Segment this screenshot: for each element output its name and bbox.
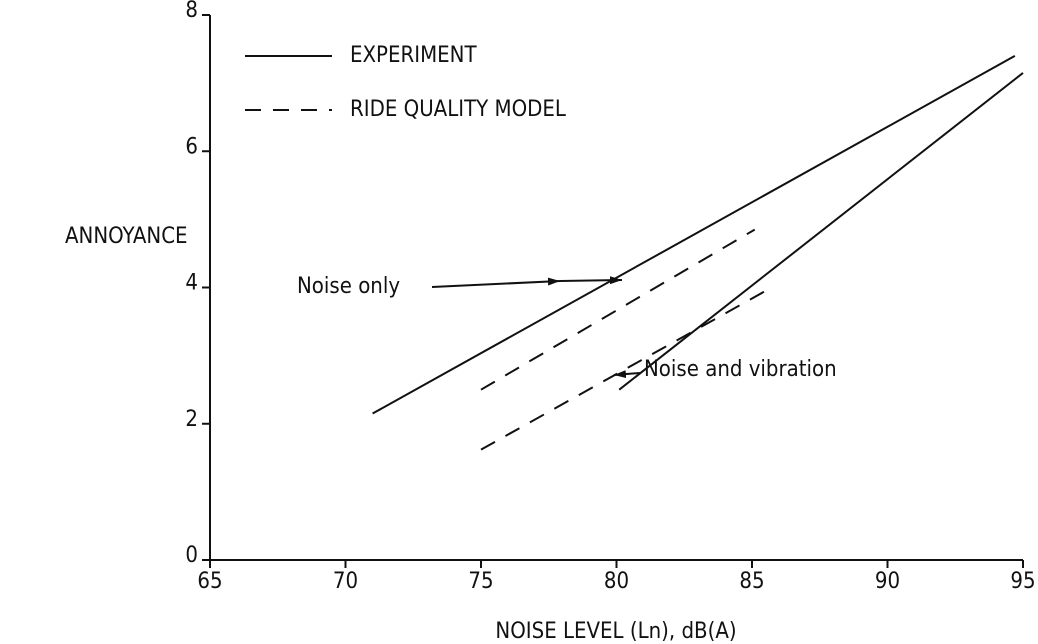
y-tick-label: 0 bbox=[185, 543, 198, 568]
x-tick-label: 70 bbox=[333, 569, 358, 594]
x-tick-label: 65 bbox=[197, 569, 222, 594]
y-tick-label: 2 bbox=[185, 407, 198, 432]
y-tick-label: 8 bbox=[185, 0, 198, 23]
annotation: Noise and vibration bbox=[644, 357, 837, 382]
x-tick-label: 75 bbox=[468, 569, 493, 594]
series-line bbox=[480, 228, 756, 391]
x-tick-label: 80 bbox=[604, 569, 629, 594]
arrow bbox=[613, 370, 641, 379]
legend-label: RIDE QUALITY MODEL bbox=[350, 97, 566, 122]
x-tick-label: 95 bbox=[1010, 569, 1035, 594]
legend-label: EXPERIMENT bbox=[350, 43, 477, 68]
x-tick-label: 85 bbox=[739, 569, 764, 594]
y-tick-label: 4 bbox=[185, 271, 198, 296]
annotation-noise-vibration: Noise and vibration bbox=[613, 357, 837, 382]
annotation-noise-only: Noise only bbox=[297, 274, 623, 299]
y-tick-label: 6 bbox=[185, 134, 198, 159]
annotation: Noise only bbox=[297, 274, 400, 299]
series-line bbox=[618, 72, 1024, 391]
y-axis-label: ANNOYANCE bbox=[65, 224, 188, 249]
series-line bbox=[372, 55, 1016, 415]
x-axis-label: NOISE LEVEL (Ln), dB(A) bbox=[495, 619, 736, 644]
x-tick-label: 90 bbox=[875, 569, 900, 594]
arrow bbox=[431, 277, 561, 288]
